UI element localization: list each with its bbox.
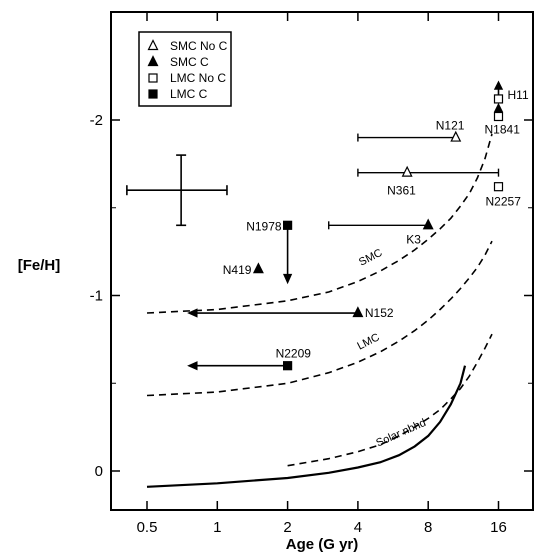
cluster-label-n361: N361: [387, 184, 416, 198]
point-n2209: [283, 361, 293, 371]
cluster-label-n152: N152: [365, 306, 394, 320]
x-tick-label: 4: [354, 519, 362, 536]
x-tick-label: 16: [490, 519, 507, 536]
curve-label: Solar nbhd: [374, 417, 427, 450]
legend: SMC No C SMC C LMC No C LMC C: [138, 31, 232, 107]
point-k3: [422, 218, 434, 230]
arrow-head: [282, 273, 293, 285]
y-tick-label: -1: [90, 288, 103, 305]
legend-label: LMC C: [170, 87, 208, 101]
curve-label: SMC: [357, 247, 384, 269]
legend-marker: [147, 55, 159, 67]
cluster-label-n1978: N1978: [246, 219, 282, 233]
cluster-label-n1841: N1841: [485, 122, 521, 136]
x-axis-label: Age (G yr): [286, 536, 359, 553]
curve-unlabeled-2: [287, 333, 493, 467]
cluster-label-n419: N419: [223, 263, 252, 277]
axis-ticks: 0.5 1 2 4 8 16 0 -1 -2: [90, 12, 533, 536]
cluster-label-k3: K3: [406, 232, 421, 246]
point-n1978: [283, 220, 293, 230]
x-tick-label: 8: [424, 519, 432, 536]
point-n2257: [493, 182, 504, 192]
legend-label: SMC C: [170, 55, 209, 69]
cluster-label-n2257: N2257: [486, 195, 522, 209]
y-axis-label: [Fe/H]: [18, 257, 61, 274]
point-n419: [252, 262, 264, 274]
point-h11: [493, 94, 504, 104]
legend-label: SMC No C: [170, 39, 228, 53]
point-n361: [401, 165, 413, 177]
arrow-head: [187, 308, 198, 318]
x-tick-label: 2: [283, 519, 291, 536]
y-tick-label: 0: [95, 463, 103, 480]
curve-solar-nbhd: [146, 365, 467, 488]
y-tick-label: -2: [90, 112, 103, 129]
x-tick-label: 1: [213, 519, 221, 536]
curve-smc: [146, 133, 493, 314]
cluster-labels: N121 N361 K3 N419 N152 N1978 N2209 N2257 N1841 H1…: [223, 88, 529, 361]
cluster-label-n2209: N2209: [276, 347, 312, 361]
data-points: [187, 80, 504, 371]
plot-frame: [110, 11, 534, 511]
curve-lmc: [146, 240, 493, 397]
arrow-head: [493, 80, 504, 90]
point-n152: [352, 306, 364, 318]
curve-labels: SMC LMC Solar nbhd: [355, 247, 427, 450]
curve-label: LMC: [355, 331, 381, 352]
model-curves: [146, 133, 493, 488]
arrow-head: [187, 361, 198, 371]
legend-label: LMC No C: [170, 71, 226, 85]
cluster-label-h11: H11: [508, 88, 529, 102]
legend-marker: [148, 73, 158, 83]
arrow-head: [493, 102, 504, 113]
x-tick-label: 0.5: [137, 519, 158, 536]
point-n1841: [493, 111, 504, 122]
legend-box: [138, 31, 232, 107]
legend-marker: [148, 89, 158, 99]
point-n121: [450, 130, 462, 142]
cluster-label-n121: N121: [436, 119, 465, 133]
error-bar: [126, 154, 228, 227]
legend-marker: [147, 39, 159, 51]
